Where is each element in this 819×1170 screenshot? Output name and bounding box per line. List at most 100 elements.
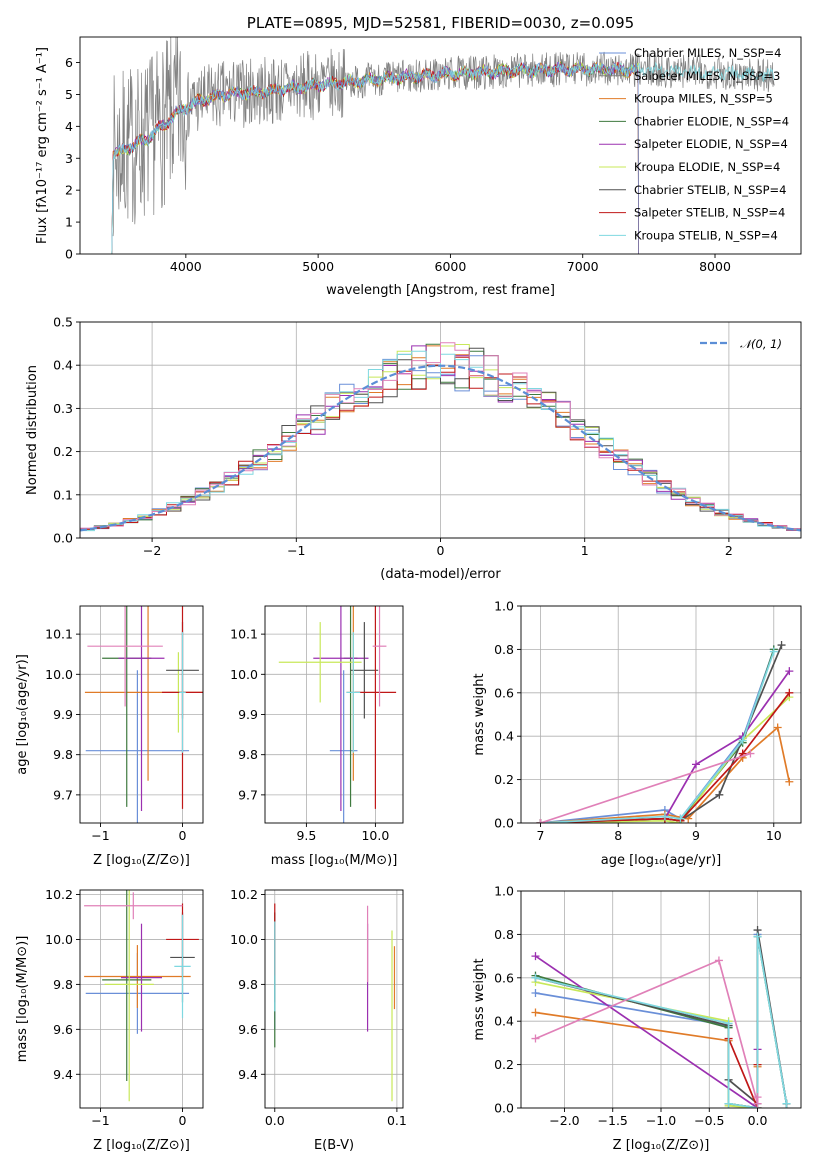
plot-area [84,890,199,1102]
y-tick-label: 2 [65,183,73,198]
y-tick-label: 3 [65,151,73,166]
plus-marker [724,1019,733,1028]
chart-mass_vs_ebv: 0.0 0.1 9.4 9.6 9.8 10.0 10.2 E(B-V) [230,887,407,1153]
weight-line [540,752,751,823]
y-tick-label: 1.0 [494,599,514,614]
x-axis-label: wavelength [Angstrom, rest frame] [326,283,555,298]
legend-label: Kroupa MILES, N_SSP=5 [634,92,773,106]
weight-line [535,929,788,1106]
x-tick-label: 9.5 [296,828,316,843]
plus-marker [692,760,700,769]
y-tick-label: 0 [65,247,73,262]
x-tick-label: 0.1 [387,1113,407,1128]
y-tick-label: 9.6 [238,1022,258,1037]
y-tick-label: 0.8 [494,642,514,657]
chart-residuals: −2 −1 0 1 2 0.0 0.1 0.2 0.3 0.4 0.5 (data-model)/er… [25,315,802,582]
plus-marker [531,988,540,997]
plus-marker [773,723,782,732]
weight-line [540,725,791,823]
chart-weight_vs_z: −2.0 −1.5 −1.0 −0.5 0.0 0.0 0.2 0.4 0.6 0.8 1.0 Z [… [472,884,802,1153]
y-tick-label: 0.2 [494,772,514,787]
chart-weight_vs_age: 7 8 9 10 0.0 0.2 0.4 0.6 0.8 1.0 age [log₁₀(age/yr… [472,599,802,868]
y-axis-label: age [log₁₀(age/yr)] [15,654,30,775]
plus-marker [785,777,794,786]
y-tick-label: 0.2 [494,1057,514,1072]
y-tick-label: 10.0 [45,932,73,947]
y-tick-label: 9.9 [53,707,73,722]
x-tick-label: 10.0 [361,828,389,843]
plot-area [111,37,775,254]
y-tick-label: 10.1 [45,627,73,642]
plus-marker [715,790,724,799]
plus-marker [753,932,762,941]
weight-line [535,936,788,1108]
plus-marker [531,973,540,982]
y-axis-label: mass [log₁₀(M/M⊙)] [15,936,30,1063]
plus-marker [531,1008,540,1017]
y-tick-label: 9.7 [53,787,73,802]
x-tick-label: 4000 [170,259,202,274]
x-tick-label: 8000 [699,259,731,274]
x-tick-label: −2.0 [549,1113,579,1128]
y-tick-label: 0.0 [494,816,514,831]
weight-line [540,670,790,823]
chart-spectrum: 4000 5000 6000 7000 8000 0 1 2 3 4 5 6 wavelength [A… [35,14,802,298]
chart-title: PLATE=0895, MJD=52581, FIBERID=0030, z=0… [247,14,634,32]
legend-label: Kroupa STELIB, N_SSP=4 [634,228,778,242]
plus-marker [777,641,786,650]
x-tick-label: 0 [437,543,445,558]
y-tick-label: 9.4 [53,1067,73,1082]
axes-frame [520,605,802,824]
x-tick-label: 10 [766,828,782,843]
y-tick-label: 10.2 [45,887,73,902]
weight-line [535,981,759,1108]
y-tick-label: 9.8 [53,747,73,762]
x-tick-label: −2 [143,543,161,558]
plot-area [531,926,791,1108]
y-tick-label: 10.0 [230,667,258,682]
y-tick-label: 5 [65,87,73,102]
x-tick-label: −1 [91,828,109,843]
plot-area [536,641,794,823]
x-tick-label: 9 [692,828,700,843]
chart-age_vs_z: −1 0 9.7 9.8 9.9 10.0 10.1 Z [log₁₀(Z/Z⊙)] age [… [15,605,204,868]
y-axis-label: Flux [fλ10⁻¹⁷ erg cm⁻² s⁻¹ A⁻¹] [35,47,50,244]
y-tick-label: 9.8 [53,977,73,992]
legend-label: Salpeter STELIB, N_SSP=4 [634,206,785,220]
x-axis-label: Z [log₁₀(Z/Z⊙)] [93,1138,190,1153]
legend-label: Chabrier MILES, N_SSP=4 [634,46,781,60]
plus-marker [738,736,747,745]
axes-frame [264,889,404,1109]
y-axis-label: mass weight [472,673,487,755]
y-tick-label: 9.4 [238,1067,258,1082]
normal-curve [80,364,801,532]
y-tick-label: 0.4 [494,1014,514,1029]
y-axis-label: mass weight [472,958,487,1040]
y-tick-label: 6 [65,55,73,70]
axes-frame [79,36,802,255]
y-tick-label: 1.0 [494,884,514,899]
y-tick-label: 4 [65,119,73,134]
plus-marker [531,952,540,961]
y-tick-label: 0.6 [494,970,514,985]
y-axis-label: Normed distribution [25,365,40,495]
y-tick-label: 10.0 [45,667,73,682]
x-tick-label: 0.0 [748,1113,768,1128]
model-spectrum-line [111,61,775,254]
x-tick-label: 8 [614,828,622,843]
x-axis-label: (data-model)/error [380,567,501,582]
y-tick-label: 0.6 [494,685,514,700]
x-tick-label: 0.0 [265,1113,285,1128]
plus-marker [769,647,778,656]
plot-area [278,606,397,823]
weight-line [540,651,775,823]
y-tick-label: 0.4 [53,358,73,373]
x-axis-label: age [log₁₀(age/yr)] [601,853,722,868]
plus-marker [782,1099,791,1108]
y-tick-label: 9.8 [238,977,258,992]
plot-area [80,342,801,538]
legend-label: Salpeter MILES, N_SSP=3 [634,69,780,83]
plus-marker [714,956,723,965]
y-tick-label: 0.5 [53,315,73,330]
